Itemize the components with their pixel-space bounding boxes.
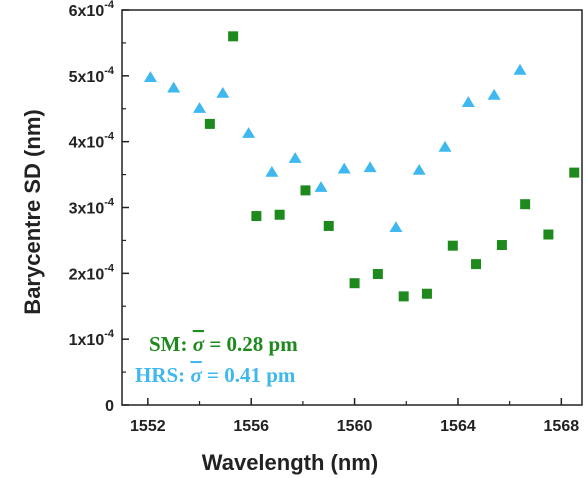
sm-point — [323, 220, 334, 231]
y-tick-label: 2x10-4 — [69, 262, 115, 283]
sm-point — [251, 211, 262, 222]
annotations: SM: σ = 0.28 pm HRS: σ = 0.41 pm — [135, 332, 298, 387]
sm-point — [543, 229, 554, 240]
sm-point — [372, 268, 383, 279]
x-tick-label: 1556 — [233, 418, 269, 435]
y-tick-label: 0 — [105, 398, 114, 415]
x-tick-label: 1560 — [337, 418, 373, 435]
hrs-point — [314, 181, 328, 192]
hrs-point — [412, 163, 426, 175]
hrs-point — [337, 162, 351, 174]
series-sm — [204, 31, 580, 302]
y-axis-ticks: 0 1x10-4 2x10-4 3x10-4 4x10-4 5x10-4 6x10-4 — [69, 0, 129, 415]
x-axis-title: Wavelength (nm) — [202, 450, 378, 475]
sm-point — [471, 259, 482, 270]
y-tick-label: 3x10-4 — [69, 197, 115, 218]
sm-point — [228, 31, 239, 42]
x-tick-label: 1552 — [130, 418, 166, 435]
hrs-point — [167, 81, 181, 93]
sigma-annotation-sm: SM: σ = 0.28 pm — [149, 332, 298, 356]
hrs-point — [288, 152, 302, 163]
y-tick-label: 4x10-4 — [69, 131, 115, 152]
hrs-point — [193, 102, 207, 113]
hrs-point — [363, 161, 377, 173]
hrs-point — [487, 88, 501, 100]
sigma-annotation-hrs: HRS: σ = 0.41 pm — [135, 363, 296, 387]
data-points — [143, 31, 580, 302]
sm-point — [204, 118, 215, 129]
hrs-point — [389, 221, 403, 233]
series-hrs — [143, 63, 527, 233]
sm-point — [274, 209, 285, 220]
sm-point — [447, 240, 458, 251]
sm-point — [421, 288, 432, 299]
sm-point — [496, 240, 507, 251]
x-tick-label: 1568 — [544, 418, 580, 435]
sm-point — [349, 278, 360, 289]
hrs-point — [216, 86, 230, 98]
y-tick-label: 1x10-4 — [69, 328, 115, 349]
sm-point — [520, 199, 531, 210]
hrs-point — [461, 96, 475, 107]
hrs-point — [438, 140, 452, 152]
sm-point — [569, 167, 580, 178]
y-axis-title: Barycentre SD (nm) — [20, 109, 45, 314]
sm-point — [398, 291, 409, 302]
hrs-point — [143, 71, 157, 82]
hrs-point — [513, 63, 527, 75]
x-axis-ticks: 1552 1556 1560 1564 1568 — [130, 398, 579, 435]
y-tick-label: 5x10-4 — [69, 65, 115, 86]
hrs-point — [265, 165, 279, 177]
sm-point — [300, 185, 311, 196]
x-tick-label: 1564 — [440, 418, 476, 435]
hrs-point — [242, 127, 256, 138]
y-tick-label: 6x10-4 — [69, 0, 115, 20]
